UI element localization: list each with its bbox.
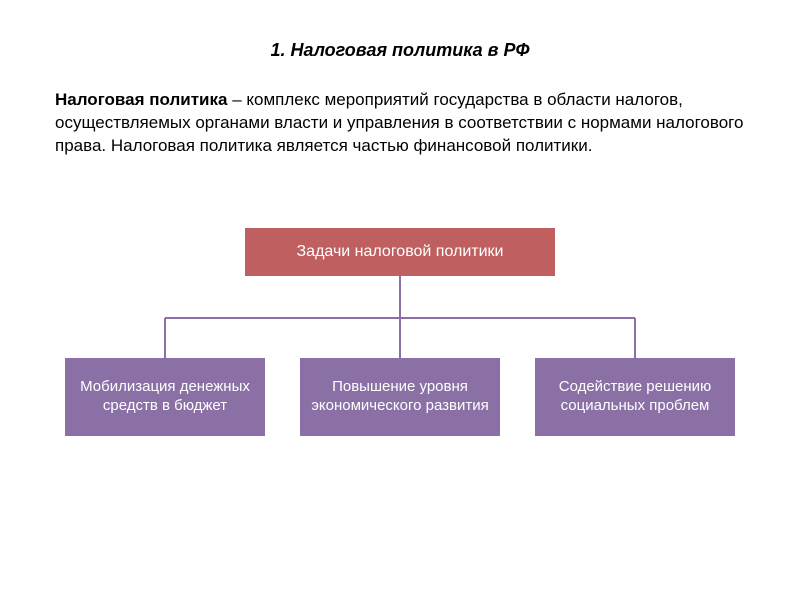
- page-title: 1. Налоговая политика в РФ: [55, 40, 745, 61]
- root-node-label: Задачи налоговой политики: [297, 243, 504, 261]
- child-node-label: Повышение уровня экономического развития: [310, 378, 490, 416]
- child-node-2: Содействие решению социальных проблем: [535, 358, 735, 436]
- slide-container: 1. Налоговая политика в РФ Налоговая пол…: [0, 0, 800, 528]
- definition-paragraph: Налоговая политика – комплекс мероприяти…: [55, 89, 745, 158]
- root-node: Задачи налоговой политики: [245, 228, 555, 276]
- child-node-label: Содействие решению социальных проблем: [545, 378, 725, 416]
- tree-diagram: Задачи налоговой политики Мобилизация де…: [55, 228, 745, 488]
- child-node-1: Повышение уровня экономического развития: [300, 358, 500, 436]
- child-node-label: Мобилизация денежных средств в бюджет: [75, 378, 255, 416]
- child-node-0: Мобилизация денежных средств в бюджет: [65, 358, 265, 436]
- definition-term: Налоговая политика: [55, 90, 227, 109]
